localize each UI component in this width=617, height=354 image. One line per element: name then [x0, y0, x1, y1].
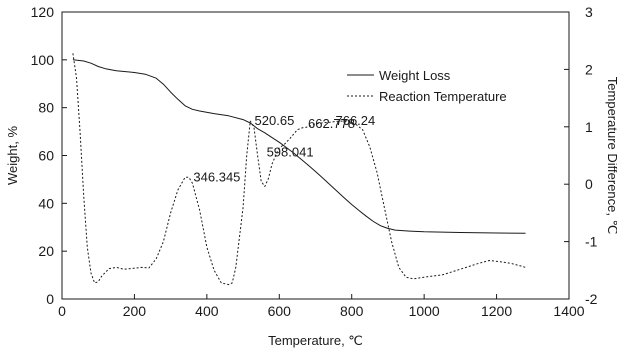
- x-axis-title: Temperature, ℃: [268, 333, 363, 348]
- y2-tick-label: 0: [585, 176, 593, 192]
- y2-tick-label: 3: [585, 4, 593, 20]
- peak-label: 520.65: [255, 113, 295, 128]
- x-tick-label: 800: [340, 303, 364, 319]
- legend-label-reaction-temperature: Reaction Temperature: [379, 89, 507, 104]
- x-tick-label: 200: [123, 303, 147, 319]
- series-line-weight-loss: [72, 59, 526, 234]
- x-tick-label: 1400: [553, 303, 584, 319]
- x-axis: 0 200 400 600 800 1000 1200 1400: [58, 294, 585, 319]
- x-tick-label: 0: [58, 303, 66, 319]
- y-axis-title: Weight, %: [5, 126, 20, 185]
- y2-tick-label: 2: [585, 61, 593, 77]
- legend: Weight Loss Reaction Temperature: [347, 68, 507, 104]
- x-tick-label: 400: [195, 303, 219, 319]
- y-tick-label: 80: [38, 100, 54, 116]
- peak-label: 346.345: [193, 169, 240, 184]
- peak-label: 662.778: [308, 116, 355, 131]
- y-tick-label: 0: [46, 291, 54, 307]
- x-tick-label: 600: [268, 303, 292, 319]
- right-y-axis: -2 -1 0 1 2 3: [564, 4, 598, 307]
- y-tick-label: 120: [31, 4, 55, 20]
- y2-tick-label: -2: [585, 291, 598, 307]
- x-tick-label: 1000: [409, 303, 440, 319]
- series-layer: [72, 53, 526, 286]
- legend-label-weight-loss: Weight Loss: [379, 68, 451, 83]
- peak-label: 766.24: [335, 113, 375, 128]
- y2-tick-label: -1: [585, 234, 598, 250]
- y-tick-label: 40: [38, 195, 54, 211]
- x-tick-label: 1200: [481, 303, 512, 319]
- left-y-axis: 0 20 40 60 80 100 120: [31, 4, 67, 307]
- y-tick-label: 100: [31, 52, 55, 68]
- y-tick-label: 20: [38, 243, 54, 259]
- plot-area-frame: [61, 11, 570, 300]
- y2-axis-title: Temperature Difference, ℃: [605, 77, 617, 234]
- peak-label: 598.041: [267, 145, 314, 160]
- y2-tick-label: 1: [585, 119, 593, 135]
- series-line-reaction-temperature: [72, 53, 526, 286]
- y-tick-label: 60: [38, 148, 54, 164]
